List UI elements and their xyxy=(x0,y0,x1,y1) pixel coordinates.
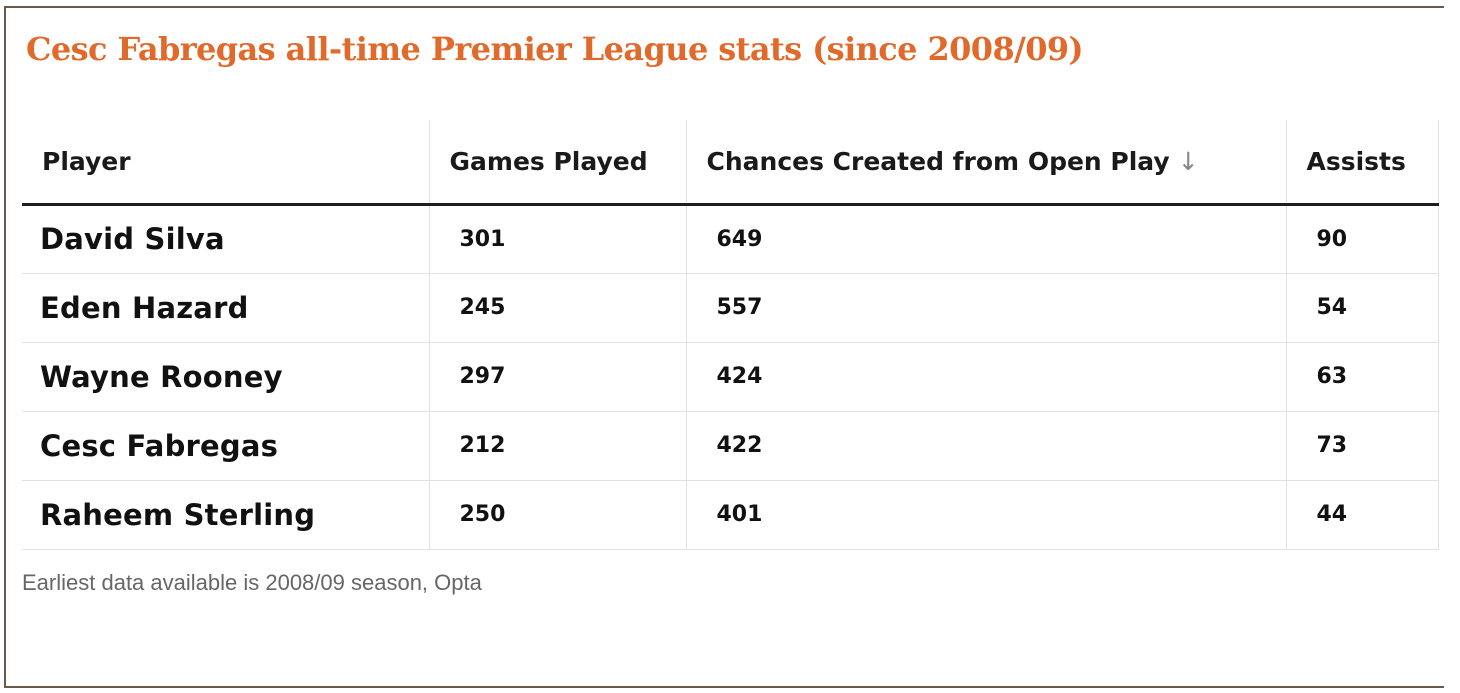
header-games-played-label: Games Played xyxy=(449,146,648,176)
player-name: Raheem Sterling xyxy=(22,480,430,550)
chart-title: Cesc Fabregas all-time Premier League st… xyxy=(26,30,1084,68)
sort-descending-icon: ↓ xyxy=(1177,146,1199,176)
header-player-label: Player xyxy=(42,146,131,176)
table-row: Cesc Fabregas 212 422 73 xyxy=(22,411,1439,481)
games-played-value: 245 xyxy=(429,273,687,343)
chances-created-value: 401 xyxy=(686,480,1287,550)
header-row: Player Games Played Chances Created from… xyxy=(22,120,1439,206)
header-assists[interactable]: Assists xyxy=(1286,120,1439,206)
source-note: Earliest data available is 2008/09 seaso… xyxy=(22,570,482,595)
games-played-value: 250 xyxy=(429,480,687,550)
chances-created-value: 424 xyxy=(686,342,1287,412)
assists-value: 54 xyxy=(1286,273,1439,343)
assists-value: 44 xyxy=(1286,480,1439,550)
stats-table: Player Games Played Chances Created from… xyxy=(22,120,1439,550)
player-name: Eden Hazard xyxy=(22,273,430,343)
table-row: Wayne Rooney 297 424 63 xyxy=(22,342,1439,412)
table-row: Raheem Sterling 250 401 44 xyxy=(22,480,1439,550)
header-games-played[interactable]: Games Played xyxy=(429,120,687,206)
chances-created-value: 422 xyxy=(686,411,1287,481)
player-name: Wayne Rooney xyxy=(22,342,430,412)
header-player[interactable]: Player xyxy=(22,120,430,206)
games-played-value: 297 xyxy=(429,342,687,412)
table-row: David Silva 301 649 90 xyxy=(22,204,1439,274)
assists-value: 73 xyxy=(1286,411,1439,481)
games-played-value: 212 xyxy=(429,411,687,481)
header-chances-created[interactable]: Chances Created from Open Play ↓ xyxy=(686,120,1287,206)
assists-value: 63 xyxy=(1286,342,1439,412)
chances-created-value: 557 xyxy=(686,273,1287,343)
header-assists-label: Assists xyxy=(1306,146,1406,176)
header-chances-created-label: Chances Created from Open Play xyxy=(706,146,1170,176)
figure-frame xyxy=(4,6,1444,688)
player-name: David Silva xyxy=(22,204,430,274)
table-row: Eden Hazard 245 557 54 xyxy=(22,273,1439,343)
player-name: Cesc Fabregas xyxy=(22,411,430,481)
games-played-value: 301 xyxy=(429,204,687,274)
assists-value: 90 xyxy=(1286,204,1439,274)
chances-created-value: 649 xyxy=(686,204,1287,274)
